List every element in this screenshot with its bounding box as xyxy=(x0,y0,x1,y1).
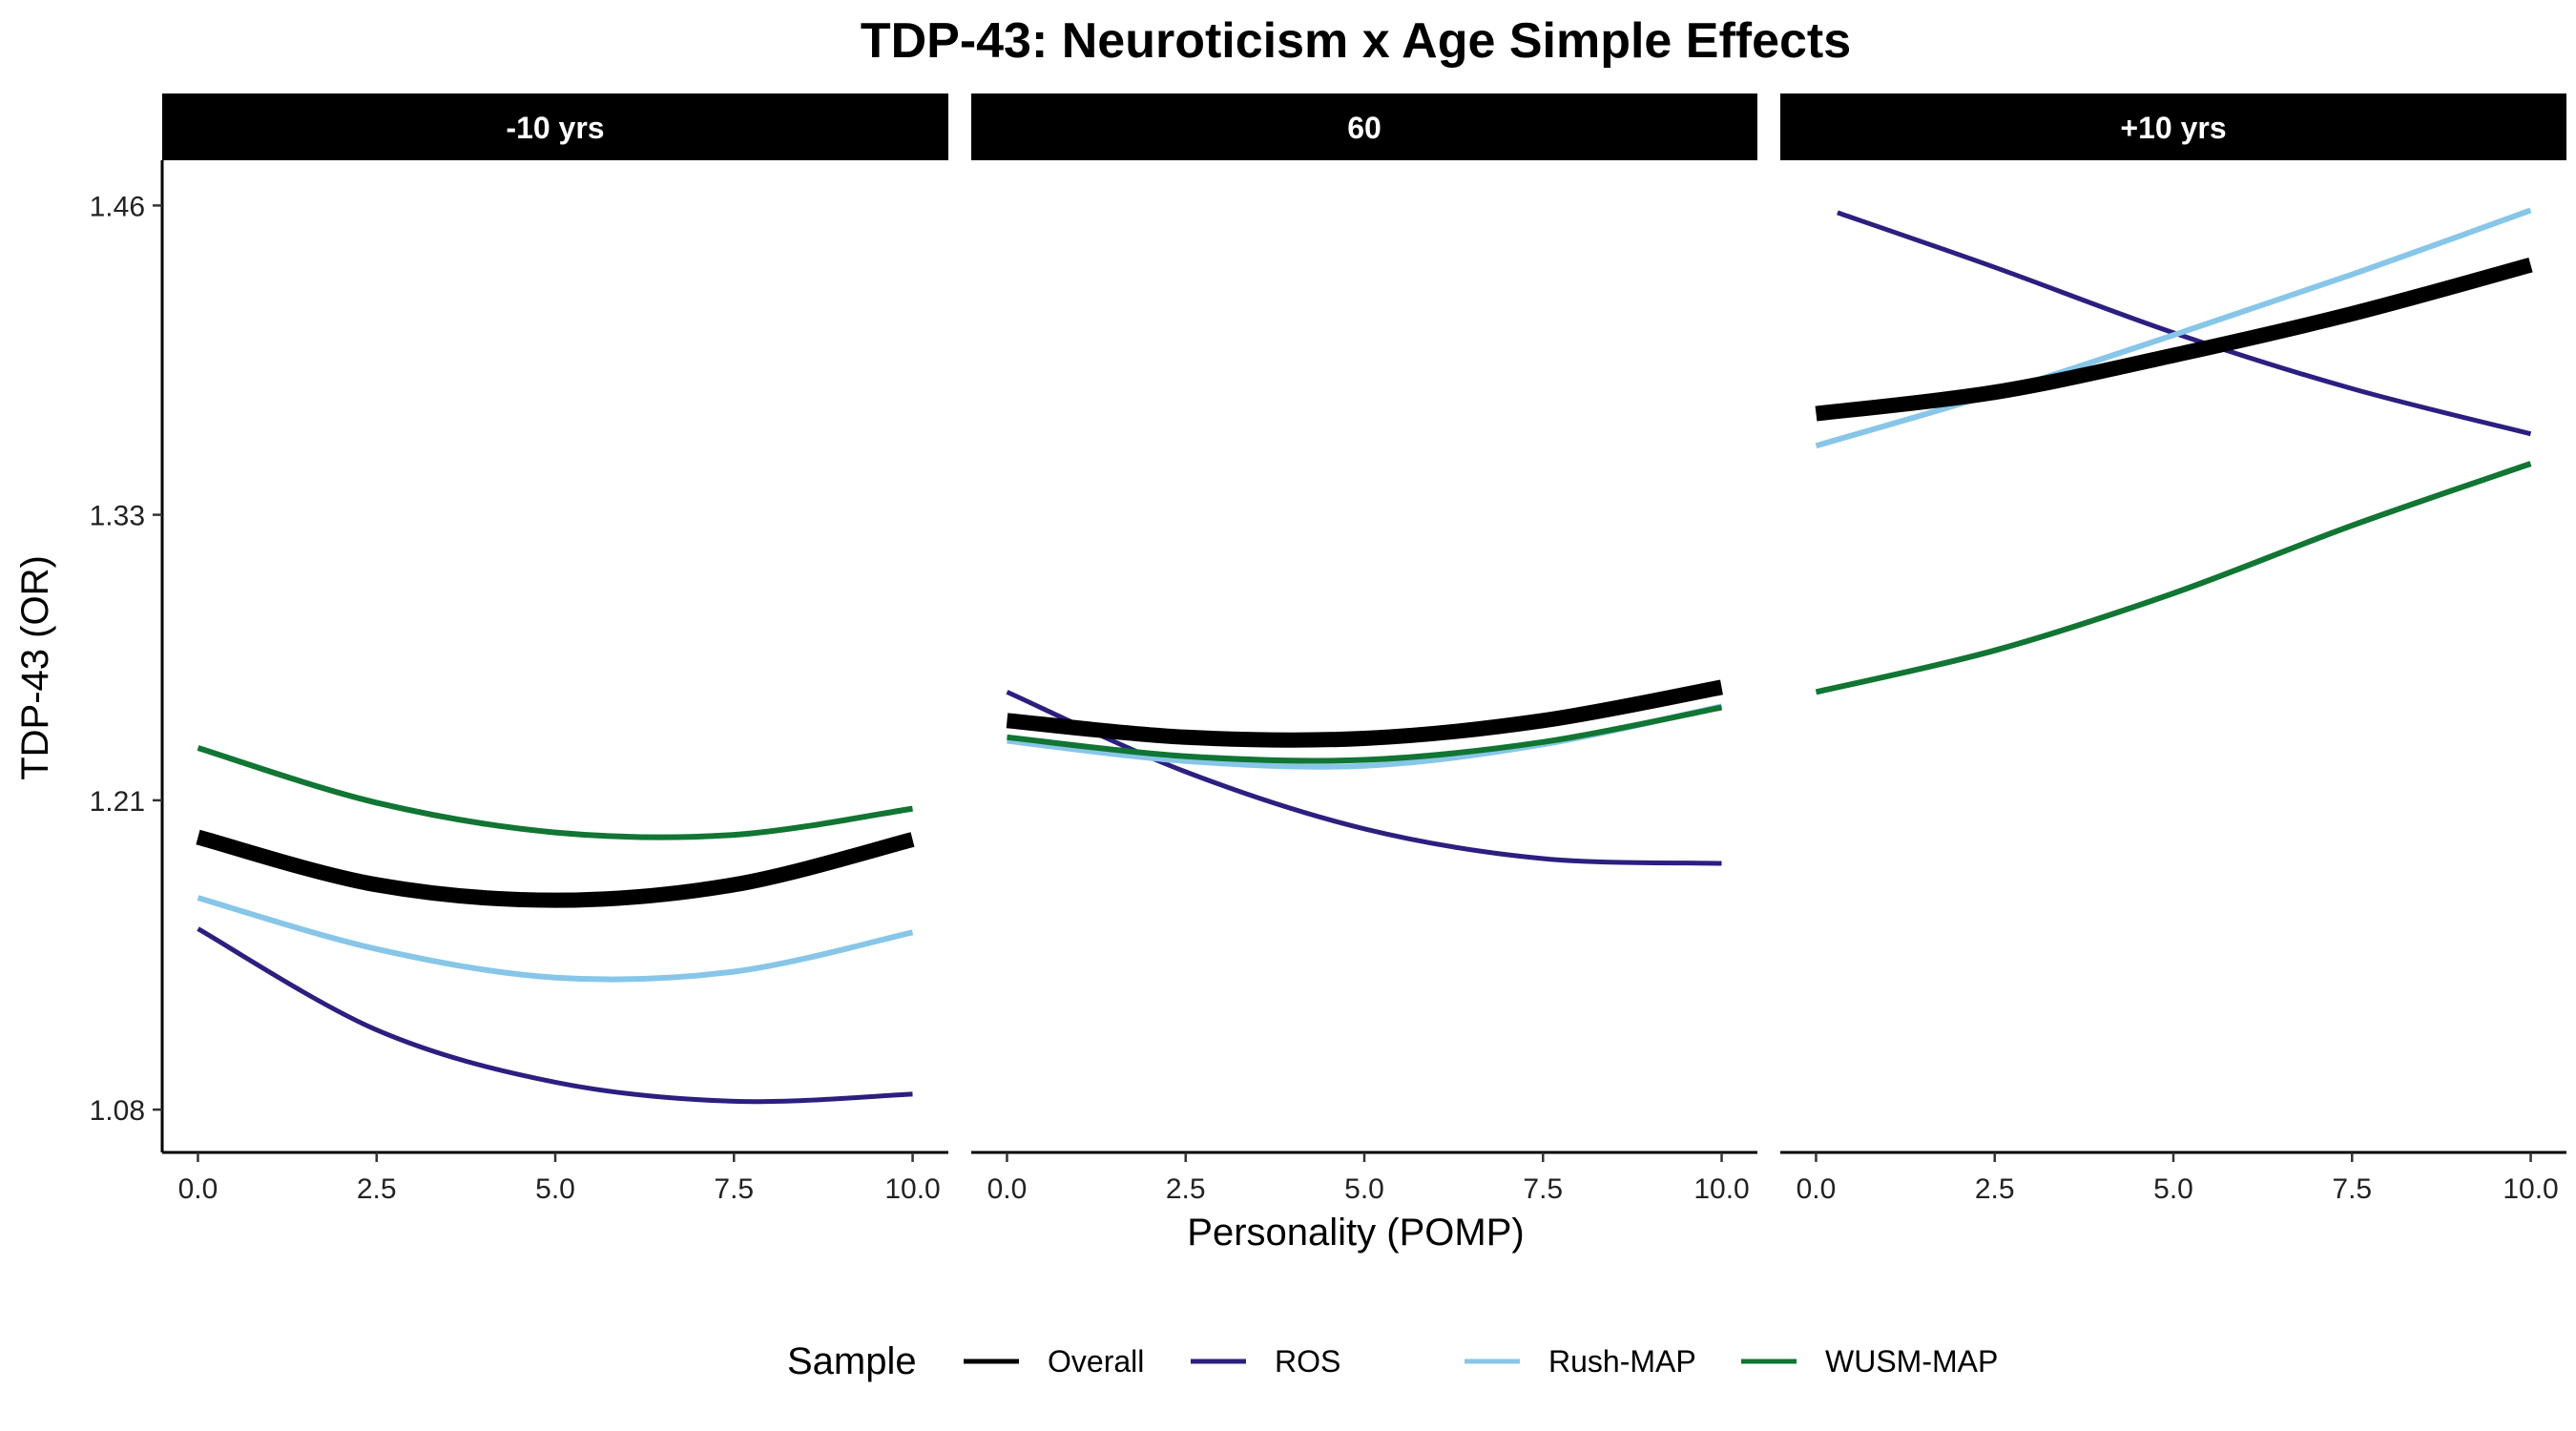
legend-label: WUSM-MAP xyxy=(1825,1344,1998,1379)
strip-label: -10 yrs xyxy=(506,111,604,145)
x-tick-label: 10.0 xyxy=(2503,1173,2558,1205)
legend-item-overall: Overall xyxy=(964,1344,1144,1379)
strip-label: 60 xyxy=(1347,111,1381,145)
x-tick-label: 5.0 xyxy=(2153,1173,2193,1205)
y-tick-label: 1.08 xyxy=(90,1095,145,1127)
x-tick-label: 2.5 xyxy=(1975,1173,2015,1205)
y-axis-title: TDP-43 (OR) xyxy=(14,555,56,780)
series-line-rush-map-10-yrs xyxy=(1815,207,2532,449)
y-tick-label: 1.46 xyxy=(90,191,145,222)
legend-label: Rush-MAP xyxy=(1548,1344,1696,1379)
x-tick-label: 0.0 xyxy=(987,1173,1028,1205)
series-line-wusm-map-10-yrs xyxy=(1815,461,2532,695)
x-tick-label: 7.5 xyxy=(1523,1173,1563,1205)
series-line-ros-60 xyxy=(1006,690,1722,866)
x-tick-label: 7.5 xyxy=(714,1173,754,1205)
series-line-overall-60 xyxy=(1006,679,1723,748)
strip-60 xyxy=(971,93,1757,160)
series-line-overall-10-yrs xyxy=(1815,257,2533,422)
x-tick-label: 2.5 xyxy=(1166,1173,1206,1205)
series-line-ros-10-yrs xyxy=(197,926,913,1105)
x-tick-label: 0.0 xyxy=(1797,1173,1837,1205)
series-line-overall-10-yrs xyxy=(196,829,915,908)
legend-title: Sample xyxy=(787,1340,917,1382)
legend: Sample Overall ROS Rush-MAP WUSM-MAP xyxy=(787,1340,1998,1382)
strip-10-yrs xyxy=(1780,93,2566,160)
y-tick-label: 1.33 xyxy=(90,501,145,532)
x-tick-label: 10.0 xyxy=(884,1173,940,1205)
x-tick-label: 10.0 xyxy=(1693,1173,1749,1205)
series-line-wusm-map-60 xyxy=(1007,704,1723,764)
y-tick-label: 1.21 xyxy=(90,786,145,818)
series-line-rush-map-10-yrs xyxy=(197,895,914,983)
x-axis-title: Personality (POMP) xyxy=(1187,1212,1524,1254)
strip-label: +10 yrs xyxy=(2120,111,2226,145)
chart-title: TDP-43: Neuroticism x Age Simple Effects xyxy=(861,13,1851,69)
series-line-wusm-map-10-yrs xyxy=(197,745,913,840)
legend-item-wusm-map: WUSM-MAP xyxy=(1741,1344,1998,1379)
legend-item-ros: ROS xyxy=(1191,1344,1340,1379)
x-tick-label: 2.5 xyxy=(357,1173,397,1205)
legend-label: ROS xyxy=(1275,1344,1340,1379)
legend-item-rush-map: Rush-MAP xyxy=(1465,1344,1696,1379)
legend-label: Overall xyxy=(1048,1344,1144,1379)
x-tick-label: 7.5 xyxy=(2332,1173,2372,1205)
x-tick-label: 0.0 xyxy=(178,1173,218,1205)
panel-10-yrs: +10 yrs 0.0 2.5 5.0 7.5 10.0 xyxy=(1780,93,2566,1205)
x-tick-label: 5.0 xyxy=(1344,1173,1384,1205)
panel-10-yrs: -10 yrs 1.08 1.21 1.33 1.46 0.0 2.5 5.0 7.5 10.0 xyxy=(90,93,948,1205)
strip-10-yrs xyxy=(162,93,948,160)
panel-60: 60 0.0 2.5 5.0 7.5 10.0 xyxy=(971,93,1757,1205)
x-tick-label: 5.0 xyxy=(535,1173,575,1205)
